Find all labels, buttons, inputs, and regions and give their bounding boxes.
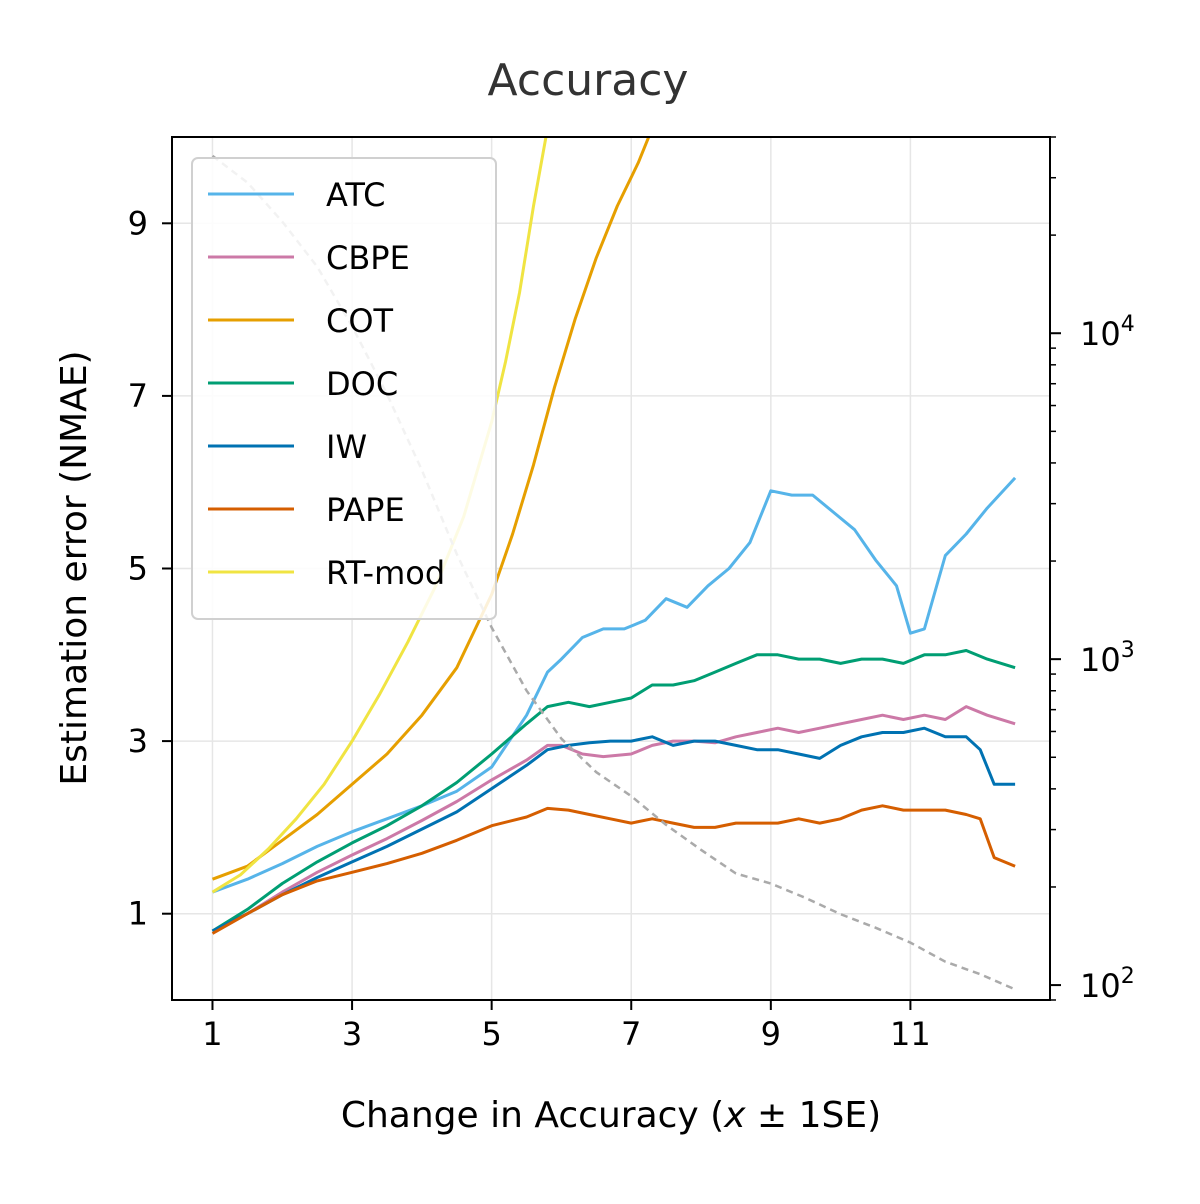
series-line-cbpe <box>211 705 1016 933</box>
y-tick-label-2: 5 <box>128 550 148 588</box>
x-axis: 1 3 5 7 9 11 <box>202 1000 931 1053</box>
y-tick-label-4: 9 <box>128 204 148 242</box>
series-line-doc <box>211 649 1016 933</box>
y-tick-label-1: 3 <box>128 722 148 760</box>
y-axis-left: 1 3 5 7 9 <box>128 204 172 933</box>
y2-tick-label-1: 103 <box>1080 638 1135 679</box>
y-tick-label-0: 1 <box>128 895 148 933</box>
x-axis-label-tail: ± 1SE) <box>746 1095 882 1136</box>
series-line-rt-mod <box>211 137 548 894</box>
legend-label-rt-mod: RT-mod <box>326 554 445 592</box>
x-axis-label-math: x <box>723 1095 746 1136</box>
legend: ATC CBPE COT DOC IW PAPE RT-mod <box>191 157 497 620</box>
legend-box <box>191 157 497 620</box>
x-tick-label-2: 5 <box>481 1015 501 1053</box>
x-tick-label-0: 1 <box>202 1015 222 1053</box>
y2-tick-base-0: 10 <box>1080 967 1121 1005</box>
y2-tick-exp-0: 2 <box>1121 964 1135 989</box>
legend-label-doc: DOC <box>326 365 398 403</box>
chart-title: Accuracy <box>488 55 689 106</box>
y2-tick-exp-1: 3 <box>1121 638 1135 663</box>
y-axis-label: Estimation error (NMAE) <box>54 350 95 785</box>
y2-tick-base-2: 10 <box>1080 315 1121 353</box>
y2-tick-base-1: 10 <box>1080 641 1121 679</box>
legend-label-iw: IW <box>326 428 367 466</box>
legend-label-cbpe: CBPE <box>326 239 410 277</box>
series-line-atc <box>211 476 1017 894</box>
x-tick-label-3: 7 <box>621 1015 641 1053</box>
legend-label-atc: ATC <box>326 176 385 214</box>
x-axis-label: Change in Accuracy (x ± 1SE) <box>341 1095 881 1136</box>
x-axis-label-main: Change in Accuracy ( <box>341 1095 724 1136</box>
series-line-iw <box>211 726 1016 933</box>
legend-label-pape: PAPE <box>326 491 405 529</box>
y2-tick-label-0: 102 <box>1080 964 1135 1005</box>
y2-tick-label-2: 104 <box>1080 312 1135 353</box>
x-tick-label-4: 9 <box>761 1015 781 1053</box>
x-tick-label-1: 3 <box>342 1015 362 1053</box>
x-tick-label-5: 11 <box>890 1015 931 1053</box>
series-line-pape <box>211 804 1016 935</box>
y2-tick-exp-2: 4 <box>1121 312 1135 337</box>
legend-label-cot: COT <box>326 302 394 340</box>
y-tick-label-3: 7 <box>128 377 148 415</box>
